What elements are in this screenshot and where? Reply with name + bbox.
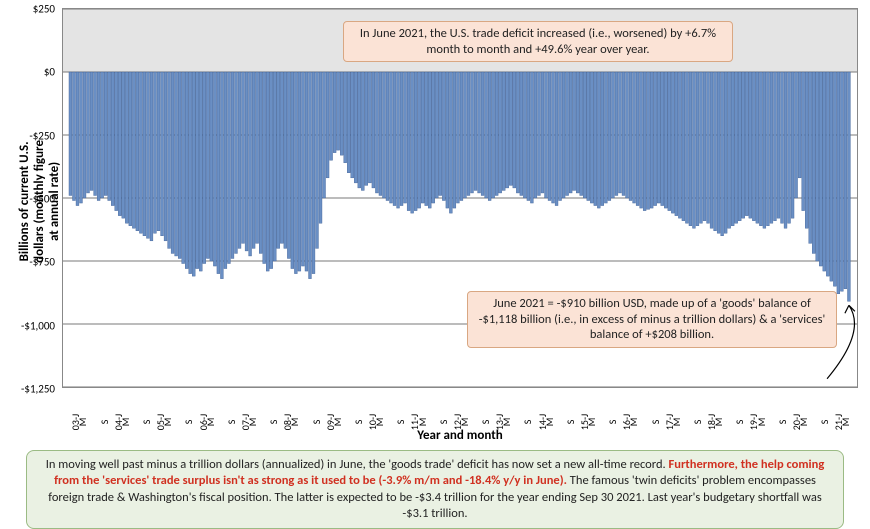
x-tick-minor: M bbox=[543, 418, 556, 427]
x-tick-minor: S bbox=[182, 420, 195, 425]
x-tick-minor: M bbox=[119, 418, 132, 427]
x-tick-minor: S bbox=[98, 420, 111, 425]
x-tick-minor: S bbox=[267, 420, 280, 425]
x-tick-minor: M bbox=[755, 418, 768, 427]
x-tick-minor: M bbox=[585, 418, 598, 427]
x-tick-minor: S bbox=[776, 420, 789, 425]
x-tick-minor: M bbox=[331, 418, 344, 427]
y-tick-label: $250 bbox=[33, 3, 55, 16]
footnote-box: In moving well past minus a trillion dol… bbox=[26, 450, 844, 529]
x-ticks: 03-JMS04-JMS05-JMS06-JMS07-JMS08-JMS09-J… bbox=[62, 388, 858, 428]
x-tick-minor: S bbox=[394, 420, 407, 425]
y-tick-label: -$250 bbox=[29, 129, 55, 142]
x-tick-minor: M bbox=[76, 418, 89, 427]
chart-frame: Billions of current U.S.dollars (monthly… bbox=[62, 8, 858, 388]
x-tick-minor: S bbox=[691, 420, 704, 425]
y-ticks: $250$0-$250-$500-$750-$1,000-$1,250 bbox=[9, 9, 59, 387]
x-tick-minor: S bbox=[140, 420, 153, 425]
x-tick-minor: S bbox=[225, 420, 238, 425]
x-tick-minor: S bbox=[564, 420, 577, 425]
x-tick-minor: S bbox=[437, 420, 450, 425]
footnote-part1: In moving well past minus a trillion dol… bbox=[46, 457, 669, 472]
x-tick-minor: M bbox=[839, 418, 852, 427]
x-tick-minor: M bbox=[458, 418, 471, 427]
y-tick-label: -$1,250 bbox=[21, 383, 55, 396]
x-tick-minor: S bbox=[479, 420, 492, 425]
x-tick-minor: M bbox=[670, 418, 683, 427]
x-tick-minor: M bbox=[373, 418, 386, 427]
x-tick-minor: S bbox=[818, 420, 831, 425]
y-tick-label: -$750 bbox=[29, 256, 55, 269]
x-tick-minor: M bbox=[288, 418, 301, 427]
x-tick-minor: S bbox=[352, 420, 365, 425]
x-tick-minor: M bbox=[416, 418, 429, 427]
x-axis-label: Year and month bbox=[62, 428, 858, 443]
y-tick-label: -$500 bbox=[29, 193, 55, 206]
y-tick-label: -$1,000 bbox=[21, 319, 55, 332]
x-tick-minor: S bbox=[521, 420, 534, 425]
x-tick-minor: S bbox=[733, 420, 746, 425]
x-tick-minor: M bbox=[500, 418, 513, 427]
x-tick-minor: M bbox=[627, 418, 640, 427]
x-tick-minor: S bbox=[649, 420, 662, 425]
x-tick-minor: S bbox=[310, 420, 323, 425]
x-tick-minor: M bbox=[161, 418, 174, 427]
x-tick-minor: M bbox=[712, 418, 725, 427]
x-tick-minor: M bbox=[797, 418, 810, 427]
callout-top: In June 2021, the U.S. trade deficit inc… bbox=[343, 21, 733, 62]
x-tick-minor: M bbox=[204, 418, 217, 427]
callout-bottom: June 2021 = -$910 billion USD, made up o… bbox=[467, 291, 837, 348]
y-tick-label: $0 bbox=[44, 66, 55, 79]
x-tick-minor: M bbox=[246, 418, 259, 427]
x-tick-minor: S bbox=[606, 420, 619, 425]
